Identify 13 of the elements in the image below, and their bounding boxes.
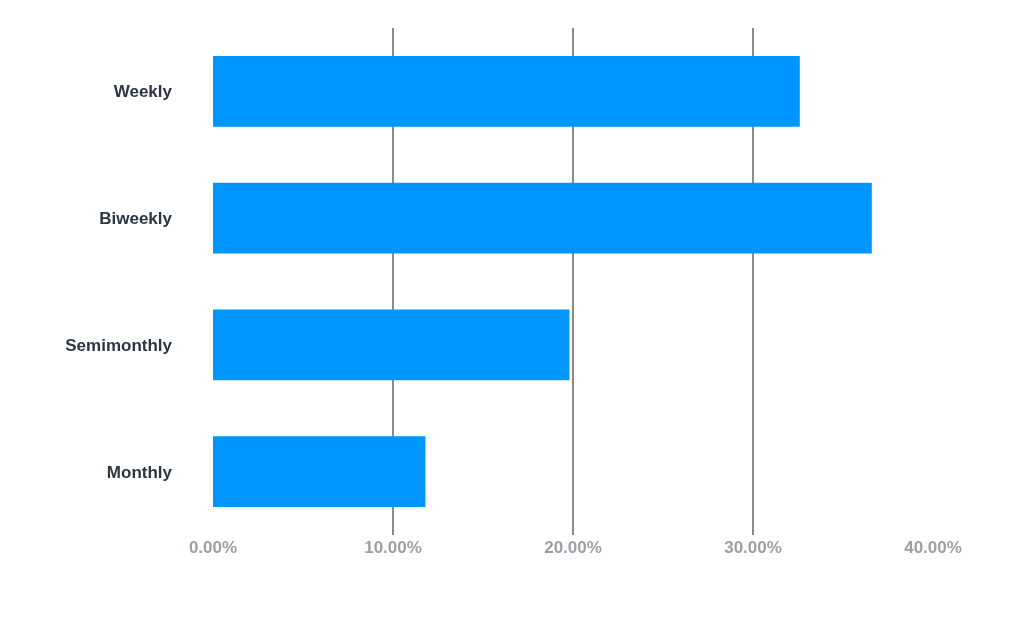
x-tick-label: 30.00%: [724, 538, 782, 557]
y-tick-label: Semimonthly: [65, 335, 173, 355]
x-tick-label: 0.00%: [188, 538, 238, 557]
x-tick-label: 10.00%: [364, 538, 422, 557]
y-tick-label: Biweekly: [99, 209, 173, 229]
bar: [213, 436, 426, 508]
y-tick-label: Weekly: [113, 82, 173, 102]
bar: [213, 182, 872, 254]
bar: [213, 309, 570, 381]
y-tick-label: Monthly: [106, 462, 173, 482]
bar: [213, 55, 800, 127]
x-tick-label: 40.00%: [904, 538, 962, 557]
x-tick-label: 20.00%: [544, 538, 602, 557]
